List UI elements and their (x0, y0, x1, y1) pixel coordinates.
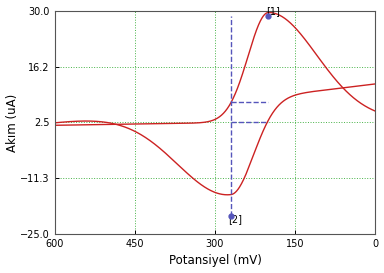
Y-axis label: Akım (uA): Akım (uA) (5, 93, 18, 152)
Text: [2]: [2] (228, 214, 242, 224)
Text: [1]: [1] (266, 6, 280, 16)
X-axis label: Potansiyel (mV): Potansiyel (mV) (169, 254, 262, 268)
